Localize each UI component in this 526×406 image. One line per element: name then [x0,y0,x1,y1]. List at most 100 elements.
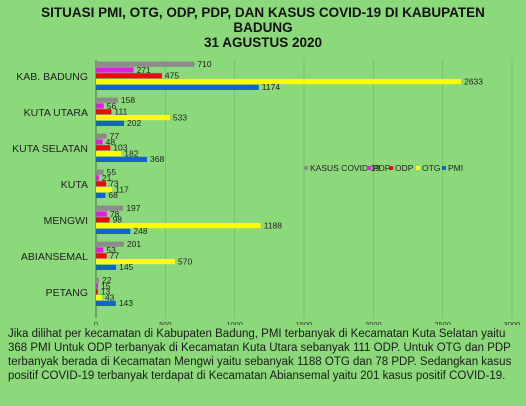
grid-lines [95,60,513,318]
data-label: 22 [102,275,112,285]
bar [96,175,99,181]
data-label: 56 [107,101,117,111]
data-label: 73 [109,179,119,189]
bar [96,300,116,306]
legend-swatch [442,166,446,170]
x-tick-label: 0 [94,320,98,325]
data-label: 271 [137,65,151,75]
category-label: KUTA [61,179,88,191]
bar [96,277,100,283]
bar [96,156,148,162]
bar [96,289,98,295]
legend-swatch [389,166,393,170]
bar [96,151,122,157]
legend-label: ODP [395,163,414,173]
data-label: 111 [114,107,127,117]
data-label: 77 [110,131,120,141]
bar [96,211,107,217]
data-label: 143 [119,298,133,308]
category-label: KAB. BADUNG [16,71,88,83]
bar [96,259,176,265]
data-label: 202 [127,118,141,128]
data-label: 55 [107,167,117,177]
x-tick-label: 3000 [504,320,521,325]
data-label: 2633 [464,76,483,86]
data-label: 13 [101,287,111,297]
data-label: 145 [119,262,133,272]
bar [96,295,102,301]
bar [96,217,110,223]
category-label: MENGWI [44,215,88,227]
legend-swatch [416,166,420,170]
data-label: 248 [133,226,147,236]
bar [96,139,103,145]
bar [96,79,462,85]
bar [96,67,134,73]
category-labels: KAB. BADUNG KUTA UTARA KUTA SELATAN KUTA MEN… [12,71,88,299]
data-label: 103 [113,143,127,153]
legend-label: PDP [373,163,391,173]
category-label: ABIANSEMAL [21,251,88,263]
legend-swatch [367,166,371,170]
category-label: PETANG [46,287,88,299]
chart-title-line-1: SITUASI PMI, OTG, ODP, PDP, DAN KASUS CO… [41,5,485,20]
category-label: KUTA UTARA [24,107,88,119]
data-label: 1188 [264,220,283,230]
x-tick-labels: 0 500 1000 1500 2000 2500 3000 [94,320,520,325]
chart-title: SITUASI PMI, OTG, ODP, PDP, DAN KASUS CO… [0,5,526,50]
data-label: 117 [115,184,129,194]
data-label: 43 [105,292,115,302]
bar [96,133,107,139]
data-label: 15 [101,281,111,291]
bar [96,103,104,109]
data-label: 77 [110,251,120,261]
x-tick-label: 500 [159,320,172,325]
data-label: 182 [124,148,138,158]
legend-label: PMI [448,163,463,173]
data-label: 21 [102,173,112,183]
bar [96,283,99,289]
bar [96,169,104,175]
x-tick-label: 2500 [434,320,451,325]
data-label: 68 [108,190,118,200]
bar-chart: 7102714752633117415856111533202774810318… [12,59,520,325]
x-tick-label: 1500 [296,320,313,325]
bar [96,115,170,121]
legend-label: OTG [422,163,440,173]
bar [96,120,125,126]
bar [96,61,195,67]
bar [96,109,112,115]
bar [96,205,124,211]
bar [96,247,104,253]
data-label: 533 [173,112,187,122]
x-tick-label: 2000 [365,320,382,325]
category-label: KUTA SELATAN [12,143,88,155]
bar [96,73,162,79]
data-label: 201 [127,239,141,249]
data-label: 1174 [262,82,281,92]
data-label: 710 [197,59,211,69]
legend-label: KASUS COVID 19 [310,163,380,173]
bar [96,145,111,151]
data-label: 570 [178,256,192,266]
bar [96,97,118,103]
bar [96,187,113,193]
bar [96,228,131,234]
bars: 7102714752633117415856111533202774810318… [96,59,483,308]
data-label: 197 [126,203,140,213]
data-label: 53 [106,245,116,255]
data-label: 78 [110,209,120,219]
bar [96,181,107,187]
data-label: 368 [150,154,164,164]
data-label: 98 [113,215,123,225]
data-label: 475 [165,71,179,81]
bar [96,253,107,259]
data-label: 158 [121,95,135,105]
bar [96,84,259,90]
bar [96,264,117,270]
legend-swatch [304,166,308,170]
bar [96,223,261,229]
chart-caption: Jika dilihat per kecamatan di Kabupaten … [8,328,512,382]
chart-title-line-3: 31 AGUSTUS 2020 [203,35,323,50]
